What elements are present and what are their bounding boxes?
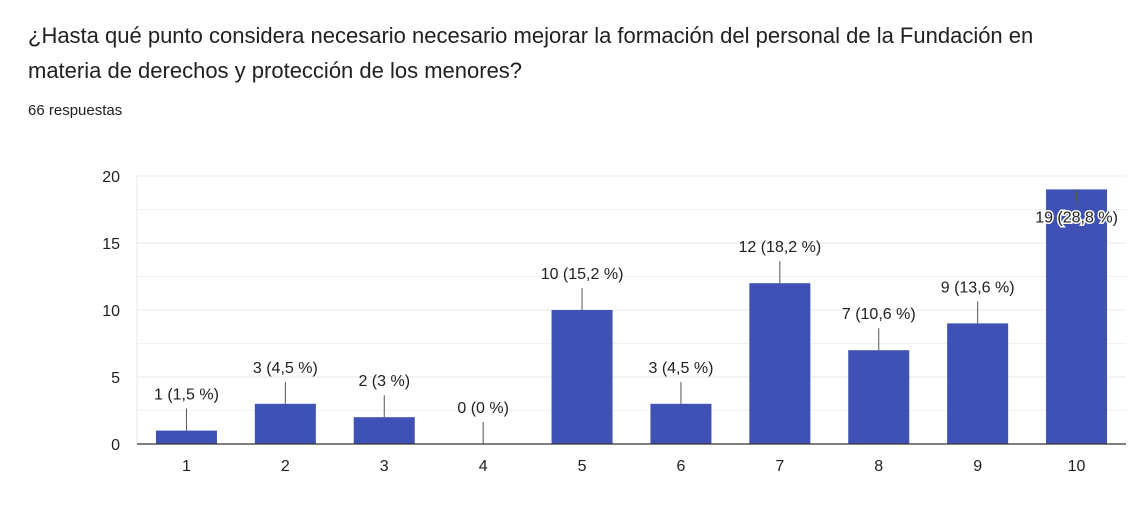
x-tick-label: 5 <box>578 458 587 475</box>
data-label-8: 7 (10,6 %) <box>842 306 916 323</box>
data-label-5: 10 (15,2 %) <box>541 266 624 283</box>
x-tick-label: 1 <box>182 458 191 475</box>
bar-3 <box>353 417 415 444</box>
data-label-6: 3 (4,5 %) <box>648 360 713 377</box>
y-tick-label: 0 <box>111 437 120 454</box>
x-tick-label: 6 <box>676 458 685 475</box>
axes: 0 5 10 15 20 1 2 3 4 5 6 7 8 9 10 <box>102 169 1126 475</box>
y-tick-label: 15 <box>102 236 120 253</box>
x-tick-label: 9 <box>973 458 982 475</box>
bar-6 <box>650 403 712 444</box>
data-label-1: 1 (1,5 %) <box>154 387 219 404</box>
x-tick-label: 3 <box>380 458 389 475</box>
bar-2 <box>254 403 316 444</box>
x-tick-label: 2 <box>281 458 290 475</box>
x-tick-label: 7 <box>775 458 784 475</box>
bar-10 <box>1046 189 1108 444</box>
bar-1 <box>155 430 217 444</box>
bar-7 <box>749 283 811 444</box>
y-tick-label: 5 <box>111 370 120 387</box>
data-label-10: 19 (28,8 %) <box>1035 209 1118 226</box>
data-label-3: 2 (3 %) <box>358 373 410 390</box>
data-label-9: 9 (13,6 %) <box>941 279 1015 296</box>
response-count: 66 respuestas <box>28 102 123 119</box>
x-tick-label: 10 <box>1068 458 1086 475</box>
x-tick-label: 4 <box>479 458 488 475</box>
bar-8 <box>848 350 910 444</box>
data-label-7: 12 (18,2 %) <box>738 239 821 256</box>
bar-9 <box>947 323 1009 444</box>
data-label-4: 0 (0 %) <box>457 400 509 417</box>
question-title: ¿Hasta qué punto considera necesario nec… <box>28 23 1034 83</box>
bar-5 <box>551 310 613 444</box>
y-tick-label: 10 <box>102 303 120 320</box>
data-labels: 1 (1,5 %) 3 (4,5 %) 2 (3 %) 0 (0 %) 10 (15,2… <box>154 189 1119 444</box>
data-label-2: 3 (4,5 %) <box>253 360 318 377</box>
y-tick-label: 20 <box>102 169 120 186</box>
x-tick-label: 8 <box>874 458 883 475</box>
bars <box>155 189 1108 444</box>
